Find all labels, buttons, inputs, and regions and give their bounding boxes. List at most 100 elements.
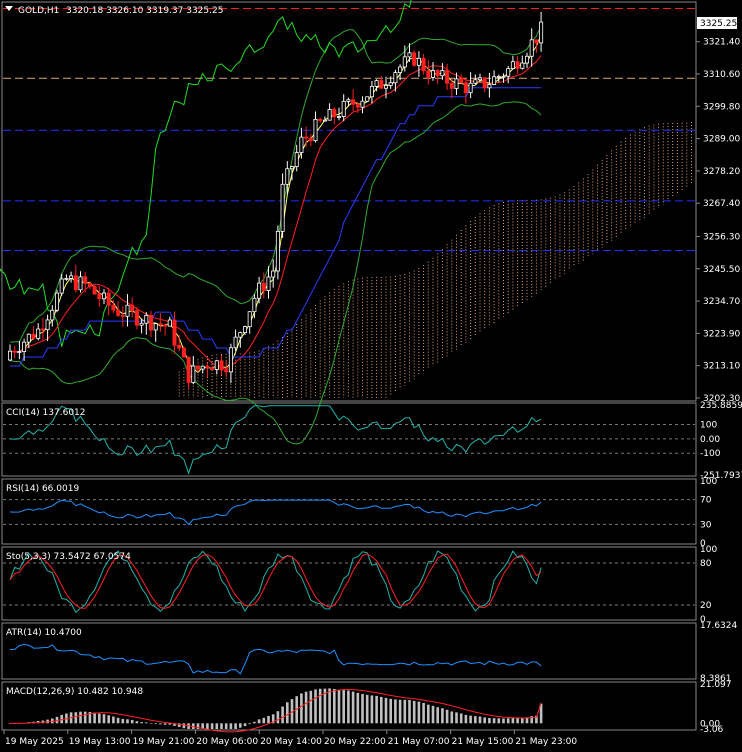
candle-body — [148, 314, 153, 331]
stochastic-panel[interactable] — [1, 546, 697, 621]
red-ma-line — [9, 55, 542, 370]
macd-histogram-bar — [535, 715, 538, 724]
macd-histogram-bar — [333, 688, 336, 724]
candle-body — [496, 76, 501, 78]
candle-body — [26, 333, 31, 343]
macd-signal-line — [10, 688, 542, 733]
macd-panel[interactable] — [1, 681, 697, 731]
macd-indicator — [8, 688, 543, 733]
candle-body — [299, 136, 304, 153]
candle-body — [106, 292, 111, 306]
macd-histogram-bar — [140, 722, 143, 724]
time-tick-label: 19 May 2025 — [5, 737, 64, 747]
candle-body — [224, 369, 229, 373]
price-tick-label: 3278.20 — [703, 167, 740, 177]
macd-histogram-bar — [163, 723, 167, 725]
cci-panel[interactable] — [1, 402, 697, 477]
stoch-axis-label: 0 — [700, 615, 706, 625]
macd-histogram-bar — [394, 699, 397, 724]
atr-axis-label: 8.3861 — [700, 674, 732, 684]
price-axis[interactable]: 3321.40 3310.60 3299.80 3289.00 3278.20 3267.… — [696, 38, 740, 404]
atr-line — [9, 643, 542, 675]
macd-histogram-bar — [130, 719, 134, 724]
macd-histogram-bar — [234, 723, 237, 729]
candle-body — [421, 57, 426, 72]
price-tick-label: 3289.00 — [703, 135, 740, 145]
candle-body — [125, 304, 130, 317]
macd-histogram-bar — [539, 703, 543, 724]
macd-histogram-bar — [102, 714, 106, 724]
cci-axis-label: -100 — [700, 449, 721, 459]
macd-histogram-bar — [229, 723, 233, 729]
candle-body — [45, 319, 50, 331]
macd-histogram-bar — [98, 713, 101, 724]
price-tick-label: 3299.80 — [703, 102, 740, 112]
candle-body — [346, 99, 351, 102]
macd-histogram-bar — [182, 723, 186, 729]
cci-axis-label: 235.8859 — [700, 401, 742, 411]
rsi-panel[interactable] — [1, 478, 697, 545]
atr-indicator — [9, 643, 542, 675]
macd-histogram-bar — [239, 723, 242, 728]
candle-body — [463, 82, 468, 94]
macd-histogram-bar — [159, 723, 162, 725]
candle-body — [271, 270, 276, 278]
chikou-span — [0, 0, 412, 347]
candle-body — [468, 82, 473, 94]
macd-histogram-bar — [506, 718, 510, 724]
price-tick-label: 3213.10 — [703, 362, 740, 372]
candle-body — [336, 116, 341, 118]
candle-body — [360, 100, 365, 108]
candle-body — [73, 275, 78, 291]
candle-body — [163, 324, 168, 327]
rsi-axis-label: 100 — [700, 477, 717, 487]
macd-histogram-bar — [55, 716, 59, 724]
candle-body — [59, 278, 64, 294]
candle-body — [449, 82, 454, 89]
candle-body — [55, 292, 60, 311]
stoch-axis-label: 80 — [700, 559, 712, 569]
macd-histogram-bar — [74, 712, 78, 724]
macd-axis-label: 21.097 — [700, 680, 732, 690]
candle-body — [83, 276, 88, 284]
macd-histogram-bar — [149, 723, 153, 724]
macd-histogram-bar — [51, 718, 54, 724]
macd-histogram-bar — [398, 699, 402, 724]
macd-histogram-bar — [361, 693, 364, 724]
collapse-triangle-icon[interactable] — [5, 6, 13, 11]
main-chart-panel[interactable] — [1, 1, 697, 402]
atr-label: ATR(14) 10.4700 — [6, 628, 82, 638]
candle-body — [492, 76, 497, 85]
candle-body — [473, 79, 478, 84]
candle-body — [92, 286, 97, 295]
macd-histogram-bar — [450, 711, 454, 724]
atr-panel[interactable] — [1, 622, 697, 680]
candle-body — [50, 309, 55, 321]
candle-body — [407, 52, 412, 58]
price-tick-label: 3267.40 — [703, 199, 740, 209]
time-axis[interactable]: 19 May 2025 19 May 13:00 19 May 21:00 20 Ma… — [3, 730, 577, 747]
macd-histogram-bar — [502, 718, 505, 724]
macd-histogram-bar — [300, 693, 303, 724]
macd-histogram-bar — [323, 688, 327, 724]
macd-histogram-bar — [445, 709, 449, 724]
macd-histogram-bar — [177, 723, 181, 727]
macd-histogram-bar — [530, 716, 533, 724]
macd-histogram-bar — [243, 723, 247, 727]
candle-body — [393, 72, 398, 84]
indicator-axes: 235.88591000.00-100-251.7937100703001008… — [700, 401, 742, 735]
macd-histogram-bar — [347, 690, 350, 724]
candle-body — [304, 136, 309, 139]
macd-histogram-bar — [318, 688, 322, 724]
candle-body — [247, 311, 252, 328]
candle-body — [482, 77, 487, 89]
candle-body — [7, 350, 12, 361]
macd-histogram-bar — [262, 717, 266, 724]
candle-body — [289, 166, 294, 170]
candle-body — [416, 57, 421, 66]
macd-histogram-bar — [427, 704, 430, 724]
cci-axis-label: 100 — [700, 421, 717, 431]
macd-histogram-bar — [488, 718, 491, 724]
price-tick-label: 3223.90 — [703, 329, 740, 339]
